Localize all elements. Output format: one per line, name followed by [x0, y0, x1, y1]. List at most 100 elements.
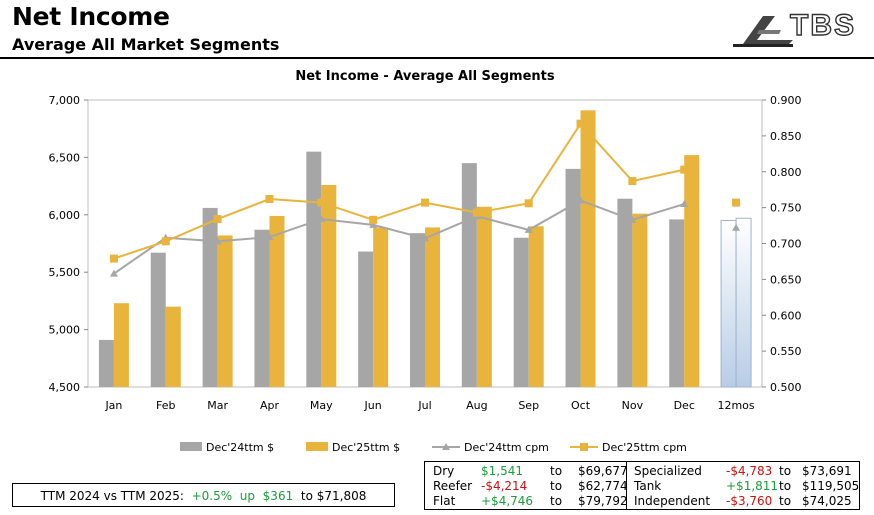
ttm-direction: up — [239, 489, 256, 503]
segment-name: Dry — [433, 464, 455, 478]
segment-name: Independent — [634, 494, 711, 508]
ttm-summary-box: TTM 2024 vs TTM 2025: +0.5% up $361 to $… — [12, 483, 395, 507]
y2-tick-label: 0.900 — [770, 94, 802, 107]
marker-dec24-cpm — [628, 215, 637, 223]
x-tick-label: Dec — [674, 399, 695, 412]
segment-name: Reefer — [433, 479, 473, 493]
segment-to: to — [779, 494, 792, 508]
legend-swatch-1 — [306, 442, 328, 451]
segment-total: $74,025 — [802, 494, 852, 508]
marker-dec25-cpm — [265, 195, 274, 204]
bar-dec25-dec — [684, 155, 700, 387]
marker-dec25-cpm — [524, 199, 533, 208]
marker-dec24-cpm — [213, 237, 222, 245]
y-tick-label: 5,500 — [49, 266, 81, 279]
bar-dec24-jun — [358, 251, 374, 387]
bar-dec25-nov — [632, 213, 648, 387]
x-tick-label: 12mos — [717, 399, 754, 412]
segment-name: Flat — [433, 494, 456, 508]
bar-dec25-aug — [476, 206, 492, 387]
marker-dec24-cpm — [421, 234, 429, 242]
segment-total: $69,677 — [578, 464, 628, 478]
x-tick-label: Apr — [260, 399, 280, 412]
bar-12mos-dec24 — [720, 220, 737, 388]
x-tick-label: Mar — [207, 399, 228, 412]
legend-marker-2 — [442, 443, 450, 450]
y-tick-label: 5,000 — [49, 324, 81, 337]
page-title: Net Income — [12, 2, 170, 31]
y-tick-label: 6,000 — [49, 209, 81, 222]
marker-dec25-cpm — [109, 254, 118, 263]
y2-tick-label: 0.650 — [770, 273, 802, 286]
legend-label-3: Dec'25ttm cpm — [602, 441, 687, 454]
x-tick-label: Jan — [104, 399, 122, 412]
segment-to: to — [779, 464, 792, 478]
marker-dec24-cpm — [317, 215, 326, 223]
segment-change: -$3,760 — [726, 494, 773, 508]
x-tick-label: Oct — [571, 399, 591, 412]
marker-dec25-cpm — [576, 119, 585, 128]
bar-dec24-sep — [513, 237, 529, 387]
marker-dec25-cpm — [161, 237, 170, 246]
bar-dec25-jul — [425, 227, 440, 387]
marker-dec24-cpm — [680, 200, 689, 208]
legend-label-0: Dec'24ttm $ — [206, 441, 274, 454]
bar-dec24-dec — [669, 219, 685, 387]
chart-title: Net Income - Average All Segments — [295, 69, 555, 84]
bar-dec25-jun — [373, 227, 389, 387]
legend-label-1: Dec'25ttm $ — [332, 441, 400, 454]
y2-tick-label: 0.750 — [770, 202, 802, 215]
line-dec24-cpm — [113, 199, 685, 275]
bar-dec25-sep — [528, 226, 544, 387]
bar-dec25-may — [321, 184, 337, 387]
x-tick-label: Jul — [417, 399, 431, 412]
marker-dec25-cpm — [317, 198, 326, 207]
logo-text: TBS — [789, 8, 856, 42]
tbs-logo — [733, 16, 793, 47]
segment-table: Dry $1,541 to $69,677 Reefer -$4,214 to $62,774… — [424, 461, 860, 510]
y-tick-label: 6,500 — [49, 151, 81, 164]
marker-dec25-cpm — [628, 177, 637, 186]
segment-name: Specialized — [634, 464, 702, 478]
bar-dec24-apr — [254, 229, 270, 387]
bar-dec24-nov — [617, 198, 633, 387]
bar-12mos-dec25 — [735, 217, 752, 388]
segment-to: to — [550, 479, 563, 493]
bar-dec24-may — [306, 151, 322, 387]
bar-dec25-mar — [217, 235, 233, 387]
segment-total: $79,792 — [578, 494, 628, 508]
bar-dec25-jan — [113, 303, 129, 387]
marker-dec25-cpm — [369, 215, 378, 224]
y2-tick-label: 0.500 — [770, 381, 802, 394]
marker-dec25-cpm — [213, 215, 222, 224]
bar-dec25-apr — [269, 215, 285, 387]
marker-dec25-cpm — [421, 198, 429, 207]
ttm-total: $71,808 — [316, 489, 367, 503]
bar-dec24-mar — [202, 207, 218, 387]
marker-12mos-dec25-cpm — [732, 198, 741, 207]
header-rule — [0, 57, 874, 59]
line-dec25-cpm — [113, 122, 685, 260]
y-tick-label: 4,500 — [49, 381, 81, 394]
page-subtitle: Average All Market Segments — [12, 35, 280, 54]
legend-label-2: Dec'24ttm cpm — [464, 441, 549, 454]
bar-dec24-jul — [410, 233, 425, 387]
x-tick-label: Nov — [622, 399, 644, 412]
bar-dec25-oct — [580, 110, 596, 387]
ttm-to: to — [300, 489, 313, 503]
marker-dec25-cpm — [472, 208, 481, 217]
segment-total: $119,505 — [802, 479, 860, 493]
segment-change: $1,541 — [481, 464, 523, 478]
bar-dec24-oct — [565, 168, 581, 387]
segment-change: +$4,746 — [481, 494, 534, 508]
segment-to: to — [779, 479, 792, 493]
segment-change: -$4,783 — [726, 464, 773, 478]
bar-dec24-jan — [98, 339, 114, 387]
marker-12mos-dec24-cpm — [732, 223, 741, 231]
y2-tick-label: 0.850 — [770, 130, 802, 143]
ttm-pct: +0.5% — [191, 489, 233, 503]
segment-total: $73,691 — [802, 464, 852, 478]
marker-dec24-cpm — [524, 225, 533, 233]
segment-change: -$4,214 — [481, 479, 528, 493]
y2-tick-label: 0.600 — [770, 309, 802, 322]
